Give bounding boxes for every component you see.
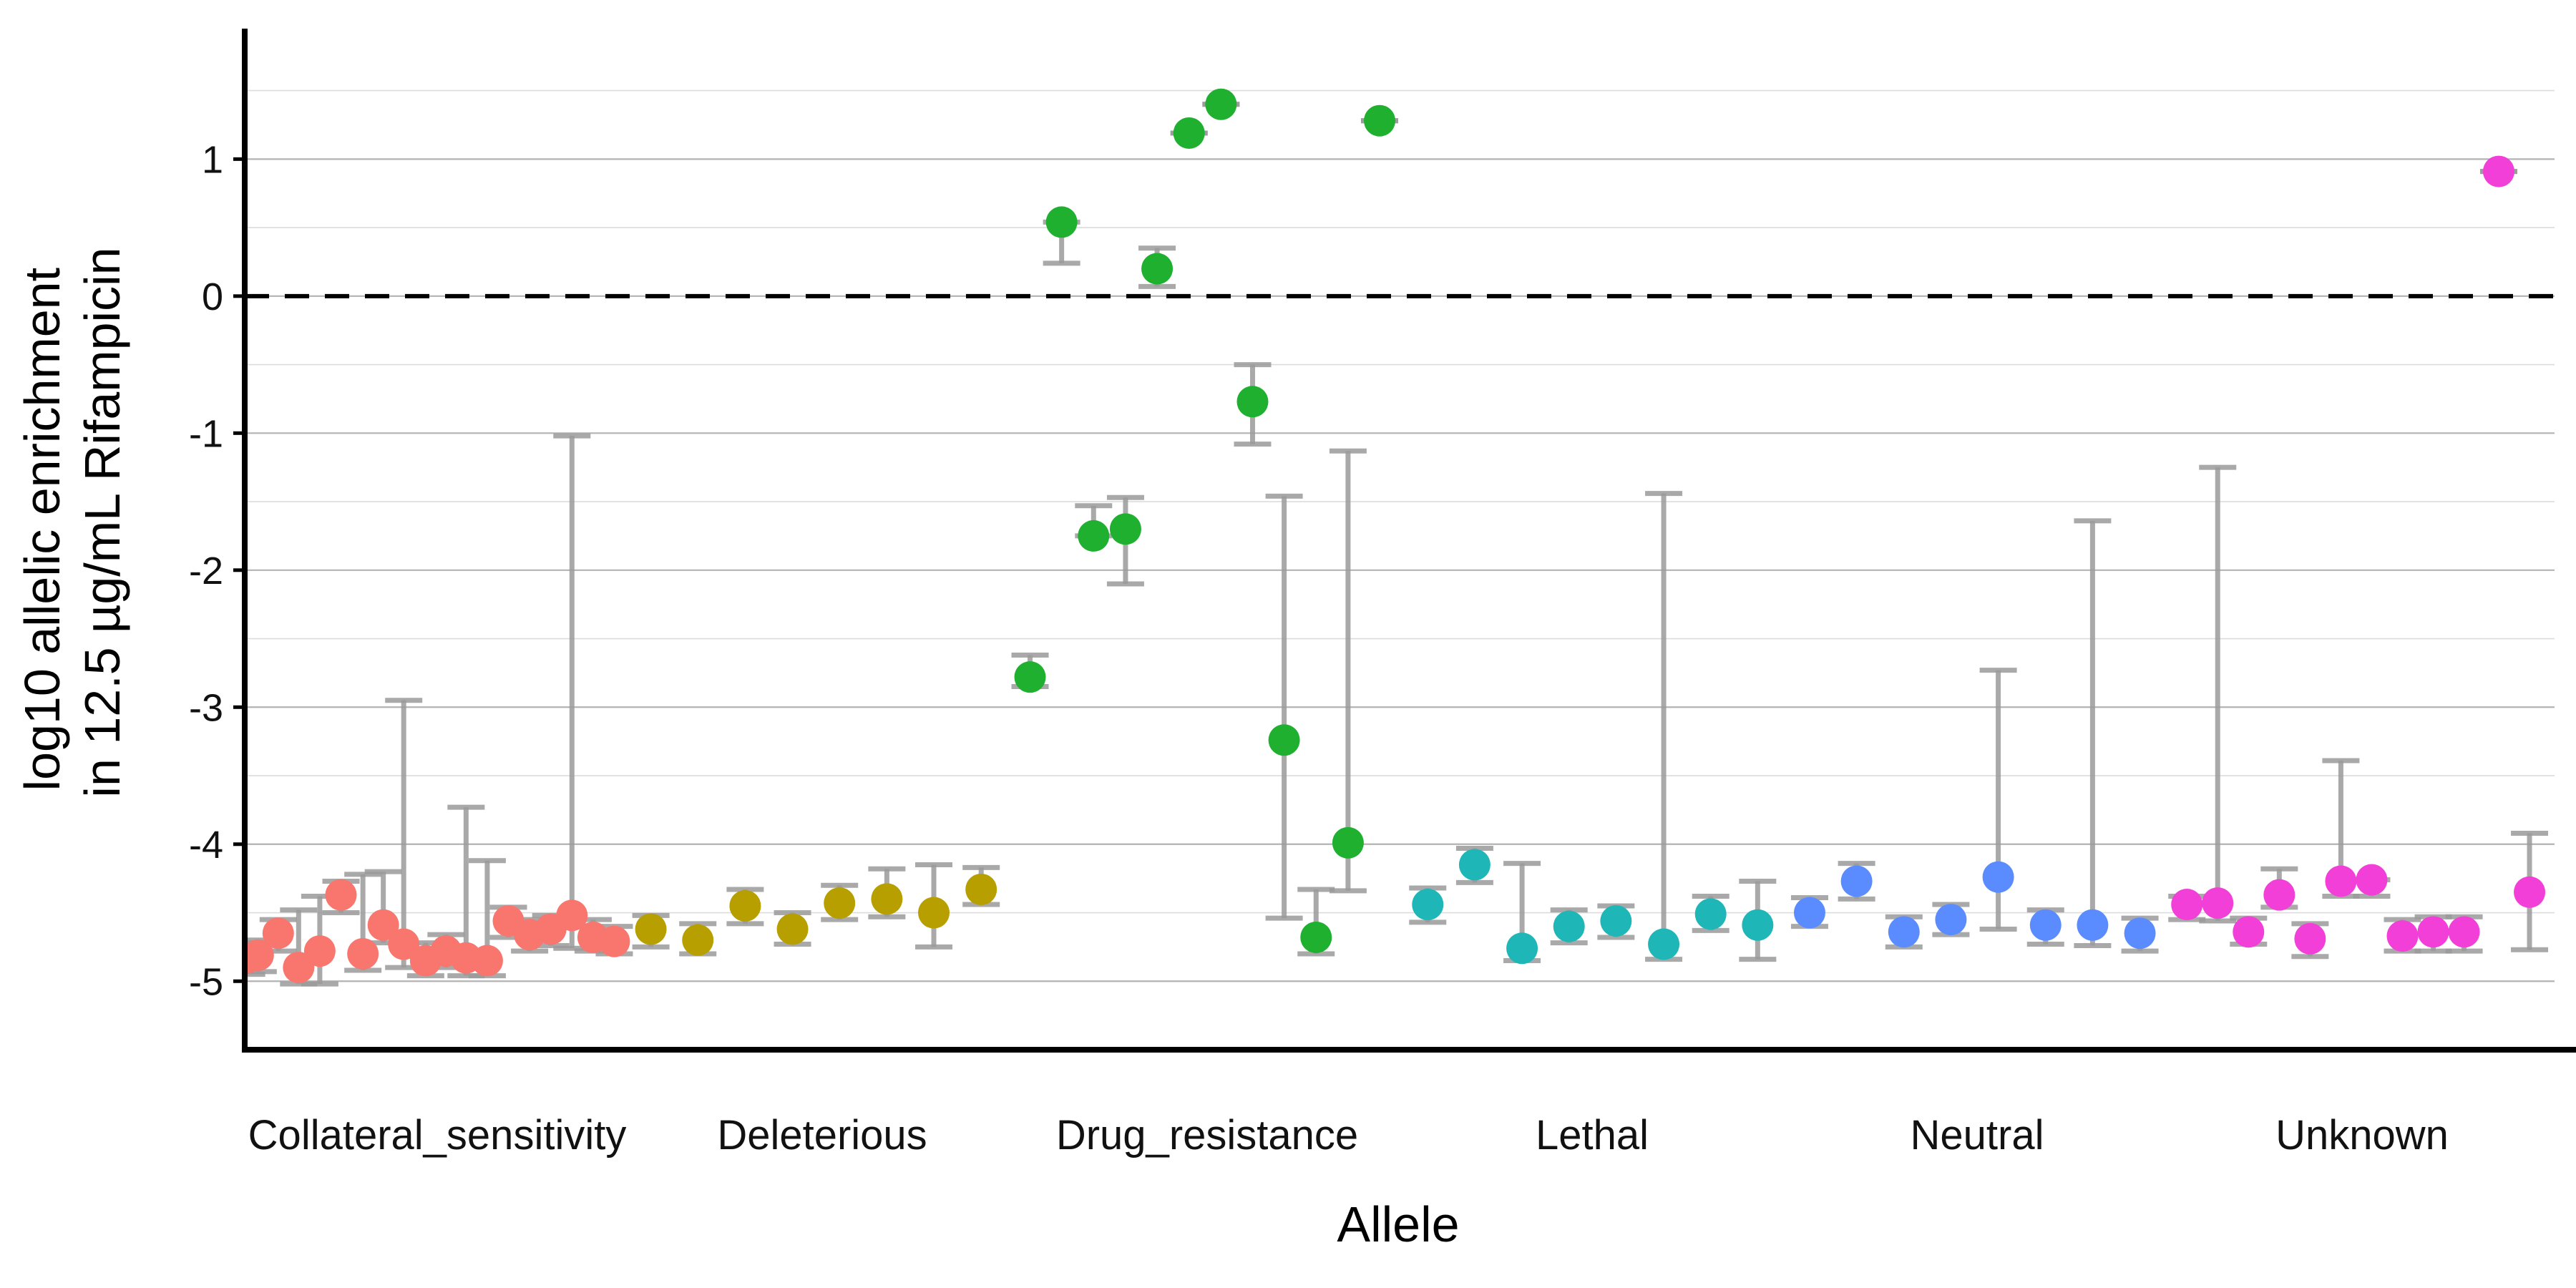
data-point-drug_resistance	[1141, 253, 1174, 285]
data-point-lethal	[1600, 905, 1632, 937]
x-axis-title: Allele	[1337, 1196, 1459, 1252]
x-category-label: Deleterious	[717, 1112, 927, 1158]
y-tick-label: 1	[202, 138, 223, 181]
data-point-neutral	[1840, 865, 1873, 897]
y-tick-label: -1	[189, 412, 223, 455]
data-point-lethal	[1458, 849, 1491, 881]
error-bars	[245, 102, 2549, 987]
data-point-neutral	[1793, 897, 1825, 929]
data-point-lethal	[1694, 898, 1727, 930]
error-bar	[1265, 493, 1303, 921]
data-point-deleterious	[729, 889, 761, 922]
data-point-collateral_sensitivity	[598, 925, 630, 957]
y-tick-labels: 1 0 -1 -2 -3 -4 -5	[189, 138, 245, 1003]
x-category-label: Collateral_sensitivity	[248, 1112, 627, 1158]
data-point-collateral_sensitivity	[262, 917, 294, 950]
data-point-deleterious	[682, 924, 714, 956]
data-point-collateral_sensitivity	[388, 928, 420, 960]
data-point-drug_resistance	[1205, 88, 1237, 120]
data-point-drug_resistance	[1332, 826, 1364, 859]
data-point-lethal	[1553, 910, 1585, 942]
y-axis-title-line-1: log10 allelic enrichment	[14, 268, 70, 791]
data-point-lethal	[1412, 889, 1444, 921]
data-point-lethal	[1648, 928, 1680, 960]
data-point-deleterious	[871, 883, 903, 915]
error-bar	[2074, 518, 2112, 948]
data-point-drug_resistance	[1173, 117, 1205, 149]
data-point-drug_resistance	[1364, 104, 1396, 137]
data-point-collateral_sensitivity	[367, 909, 399, 941]
data-point-deleterious	[965, 873, 997, 905]
data-point-collateral_sensitivity	[471, 945, 503, 977]
data-point-collateral_sensitivity	[325, 879, 357, 911]
data-point-unknown	[2171, 889, 2203, 921]
data-point-drug_resistance	[1045, 206, 1078, 238]
y-axis-title: log10 allelic enrichment in 12.5 µg/mL R…	[14, 247, 130, 797]
y-tick-label: -5	[189, 960, 223, 1003]
data-point-neutral	[1888, 916, 1920, 948]
data-point-drug_resistance	[1109, 513, 1141, 545]
data-point-drug_resistance	[1300, 921, 1332, 953]
data-point-deleterious	[918, 897, 950, 929]
data-point-unknown	[2294, 922, 2326, 955]
y-axis-title-line-2: in 12.5 µg/mL Rifampicin	[74, 247, 130, 797]
data-point-unknown	[2386, 920, 2419, 952]
data-point-unknown	[2417, 916, 2449, 948]
x-category-label: Lethal	[1536, 1112, 1649, 1158]
y-tick-label: -3	[189, 686, 223, 729]
data-point-lethal	[1742, 909, 1774, 941]
data-point-neutral	[2077, 909, 2109, 941]
data-point-drug_resistance	[1078, 519, 1110, 552]
data-point-drug_resistance	[1236, 386, 1269, 418]
data-point-collateral_sensitivity	[283, 952, 315, 984]
error-bar	[2199, 464, 2237, 924]
x-category-label: Drug_resistance	[1056, 1112, 1358, 1158]
data-point-unknown	[2233, 916, 2265, 948]
data-point-neutral	[2029, 909, 2062, 941]
error-bar	[1645, 491, 1683, 962]
y-tick-label: -2	[189, 550, 223, 592]
data-point-unknown	[2356, 864, 2388, 896]
data-point-collateral_sensitivity	[245, 939, 274, 971]
data-point-unknown	[2514, 876, 2546, 908]
error-bar	[1329, 448, 1367, 894]
data-point-deleterious	[776, 913, 809, 945]
x-category-label: Neutral	[1911, 1112, 2044, 1158]
data-point-unknown	[2263, 879, 2296, 911]
data-point-collateral_sensitivity	[303, 935, 336, 967]
data-point-unknown	[2325, 865, 2357, 897]
data-point-deleterious	[824, 887, 856, 919]
data-point-unknown	[2482, 155, 2514, 187]
data-point-drug_resistance	[1268, 724, 1300, 756]
x-tick-labels: Collateral_sensitivity Deleterious Drug_re…	[248, 1112, 2449, 1158]
x-category-label: Unknown	[2275, 1112, 2449, 1158]
data-point-lethal	[1506, 932, 1538, 965]
y-tick-label: -4	[189, 824, 223, 867]
data-point-deleterious	[635, 913, 667, 945]
y-tick-label: 0	[202, 275, 223, 318]
data-point-collateral_sensitivity	[347, 937, 379, 970]
data-points	[245, 88, 2546, 984]
data-point-drug_resistance	[1014, 661, 1046, 693]
data-point-unknown	[2202, 887, 2234, 919]
data-point-unknown	[2448, 916, 2480, 948]
data-point-neutral	[1935, 904, 1967, 936]
data-point-neutral	[2124, 917, 2156, 950]
data-point-neutral	[1982, 861, 2014, 893]
error-bar	[553, 433, 591, 951]
axes	[242, 29, 2576, 1053]
data-point-collateral_sensitivity	[556, 899, 588, 932]
